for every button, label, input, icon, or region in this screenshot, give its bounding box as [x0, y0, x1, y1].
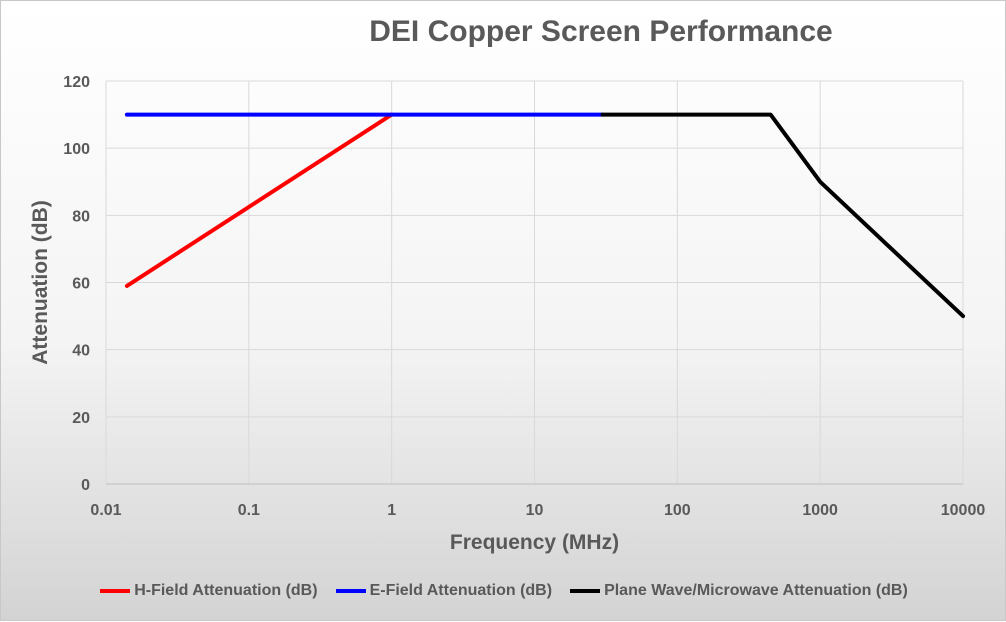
x-tick-label: 10000 — [941, 502, 986, 519]
x-tick-label: 10 — [526, 502, 544, 519]
legend-swatch-e-field — [335, 589, 366, 593]
chart-title: DEI Copper Screen Performance — [369, 15, 833, 48]
legend-swatch-plane-wave — [570, 589, 601, 593]
legend-label-h-field: H-Field Attenuation (dB) — [134, 582, 318, 599]
series-line-3 — [600, 112, 965, 319]
legend-label-plane-wave: Plane Wave/Microwave Attenuation (dB) — [604, 582, 908, 599]
x-tick-label: 0.1 — [238, 502, 260, 519]
y-tick-label: 40 — [72, 343, 90, 360]
legend-item-plane-wave: Plane Wave/Microwave Attenuation (dB) — [570, 582, 908, 600]
x-tick-label: 1 — [387, 502, 396, 519]
legend-label-e-field: E-Field Attenuation (dB) — [369, 582, 553, 599]
y-tick-label: 120 — [63, 74, 90, 91]
series-line-1 — [124, 112, 394, 288]
legend-swatch-h-field — [100, 589, 131, 593]
y-tick-label: 60 — [72, 276, 90, 293]
legend-item-h-field: H-Field Attenuation (dB) — [100, 582, 318, 600]
x-tick-label: 100 — [664, 502, 691, 519]
y-tick-label: 80 — [72, 208, 90, 225]
legend-item-e-field: E-Field Attenuation (dB) — [335, 582, 553, 600]
x-tick-label: 1000 — [802, 502, 838, 519]
legend: H-Field Attenuation (dB) E-Field Attenua… — [1, 582, 1006, 600]
x-axis-title: Frequency (MHz) — [450, 531, 619, 554]
y-axis-title: Attenuation (dB) — [29, 200, 52, 364]
y-tick-label: 20 — [72, 410, 90, 427]
x-tick-label: 0.01 — [90, 502, 121, 519]
y-tick-label: 100 — [63, 141, 90, 158]
y-tick-label: 0 — [81, 477, 90, 494]
